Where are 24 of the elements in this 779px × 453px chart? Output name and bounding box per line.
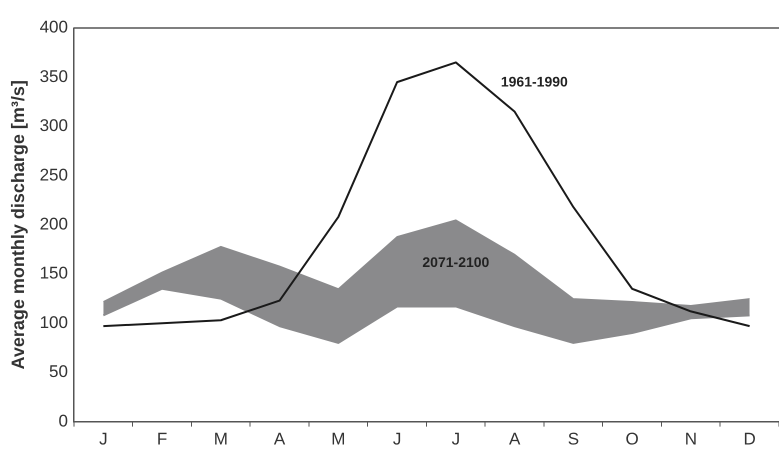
- x-tick-label: D: [743, 429, 756, 448]
- x-tick-label: M: [331, 429, 346, 448]
- y-tick-label: 50: [49, 362, 68, 382]
- series-label: 1961-1990: [500, 73, 568, 90]
- x-tick-label: A: [274, 429, 286, 448]
- series-label: 2071-2100: [422, 254, 490, 270]
- x-tick-label: N: [684, 429, 698, 448]
- y-tick-label: 200: [40, 214, 68, 234]
- x-tick-label: J: [99, 429, 108, 448]
- x-tick-label: M: [214, 429, 228, 448]
- x-tick-label: A: [508, 429, 521, 448]
- x-tick-label: S: [568, 429, 580, 448]
- y-tick-label: 150: [40, 264, 68, 283]
- y-axis-title: Average monthly discharge [m³/s]: [8, 80, 28, 370]
- y-tick-label: 350: [40, 66, 68, 86]
- y-tick-label: 0: [58, 411, 68, 430]
- y-tick-label: 250: [40, 165, 68, 184]
- x-tick-label: O: [626, 429, 639, 448]
- y-tick-label: 400: [40, 18, 68, 37]
- x-tick-label: J: [392, 429, 402, 448]
- x-tick-label: F: [156, 429, 168, 448]
- x-tick-label: J: [452, 429, 460, 448]
- y-tick-label: 300: [40, 116, 68, 136]
- y-tick-label: 100: [40, 312, 68, 332]
